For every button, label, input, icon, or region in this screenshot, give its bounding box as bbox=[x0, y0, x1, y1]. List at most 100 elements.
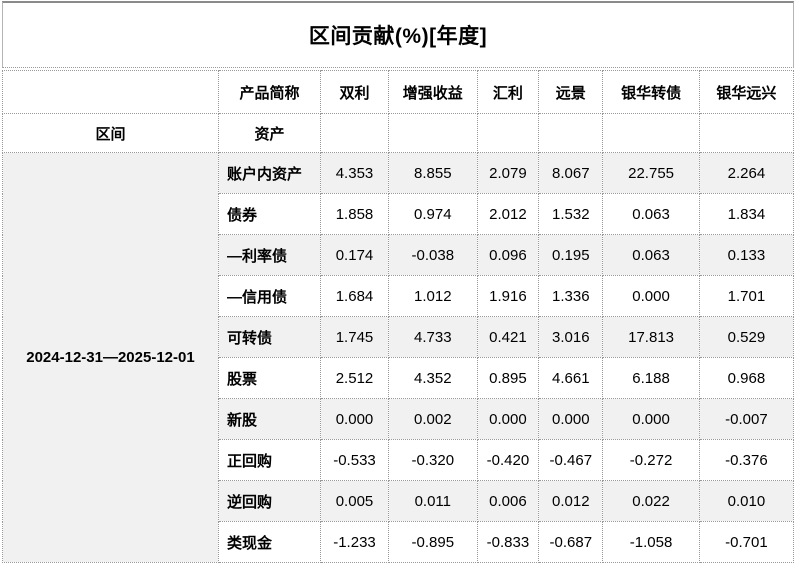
row-label: 逆回购 bbox=[217, 480, 321, 522]
value-cell: 4.352 bbox=[388, 357, 478, 399]
report-sheet: 区间贡献(%)[年度] 产品简称 双利 增强收益 汇利 远景 银华转债 银华远兴 区间 资… bbox=[2, 0, 795, 563]
value-cell: 1.834 bbox=[698, 193, 795, 235]
product-col-header: 银华远兴 bbox=[698, 70, 795, 114]
table-row: 可转债 1.745 4.733 0.421 3.016 17.813 0.529 bbox=[3, 316, 795, 358]
row-label: 正回购 bbox=[217, 439, 321, 481]
table-row: —利率债 0.174 -0.038 0.096 0.195 0.063 0.133 bbox=[3, 234, 795, 276]
value-cell: 0.010 bbox=[698, 480, 795, 522]
product-col-header: 双利 bbox=[319, 70, 390, 114]
value-cell: 0.063 bbox=[602, 234, 700, 276]
contribution-table: 产品简称 双利 增强收益 汇利 远景 银华转债 银华远兴 区间 资产 2024-12-31… bbox=[2, 70, 795, 563]
value-cell: -0.533 bbox=[319, 439, 390, 481]
value-cell: 3.016 bbox=[538, 316, 604, 358]
value-cell: 4.661 bbox=[538, 357, 604, 399]
value-cell: 4.353 bbox=[319, 152, 390, 194]
report-title-box: 区间贡献(%)[年度] bbox=[2, 1, 794, 68]
value-cell: 0.529 bbox=[698, 316, 795, 358]
empty-header-cell bbox=[538, 113, 604, 153]
value-cell: -0.420 bbox=[476, 439, 540, 481]
value-cell: 0.000 bbox=[476, 398, 540, 440]
value-cell: 0.063 bbox=[602, 193, 700, 235]
value-cell: -0.007 bbox=[698, 398, 795, 440]
value-cell: 0.002 bbox=[388, 398, 478, 440]
empty-header-cell bbox=[698, 113, 795, 153]
value-cell: -0.320 bbox=[388, 439, 478, 481]
table-row: 2024-12-31—2025-12-01 账户内资产 4.353 8.855 2.07… bbox=[2, 152, 795, 563]
value-cell: -0.272 bbox=[602, 439, 700, 481]
value-cell: 0.421 bbox=[476, 316, 540, 358]
value-cell: -0.038 bbox=[388, 234, 478, 276]
interval-value-cell: 2024-12-31—2025-12-01 bbox=[2, 152, 219, 563]
table-row: 新股 0.000 0.002 0.000 0.000 0.000 -0.007 bbox=[3, 398, 795, 440]
table-body: 2024-12-31—2025-12-01 账户内资产 4.353 8.855 2.07… bbox=[2, 152, 795, 563]
value-cell: -0.376 bbox=[698, 439, 795, 481]
row-label: 新股 bbox=[217, 398, 321, 440]
row-label: 股票 bbox=[217, 357, 321, 399]
value-cell: 1.012 bbox=[388, 275, 478, 317]
value-cell: 1.532 bbox=[538, 193, 604, 235]
empty-header-cell bbox=[388, 113, 478, 153]
value-cell: 0.174 bbox=[319, 234, 390, 276]
row-label: 账户内资产 bbox=[217, 152, 321, 194]
value-cell: 8.855 bbox=[388, 152, 478, 194]
value-cell: -0.701 bbox=[698, 521, 795, 563]
empty-header-cell bbox=[602, 113, 700, 153]
value-cell: 0.195 bbox=[538, 234, 604, 276]
value-cell: 2.079 bbox=[476, 152, 540, 194]
value-cell: 6.188 bbox=[602, 357, 700, 399]
value-cell: 0.022 bbox=[602, 480, 700, 522]
value-cell: 0.000 bbox=[319, 398, 390, 440]
value-cell: 22.755 bbox=[602, 152, 700, 194]
value-cell: 0.895 bbox=[476, 357, 540, 399]
value-cell: 17.813 bbox=[602, 316, 700, 358]
table-row: 类现金 -1.233 -0.895 -0.833 -0.687 -1.058 -0.701 bbox=[3, 521, 795, 563]
asset-header-row: 区间 资产 bbox=[2, 113, 795, 153]
table-row: 逆回购 0.005 0.011 0.006 0.012 0.022 0.010 bbox=[3, 480, 795, 522]
value-cell: 0.006 bbox=[476, 480, 540, 522]
value-cell: -0.895 bbox=[388, 521, 478, 563]
empty-header-cell bbox=[476, 113, 540, 153]
value-cell: 0.011 bbox=[388, 480, 478, 522]
product-header-row: 产品简称 双利 增强收益 汇利 远景 银华转债 银华远兴 bbox=[2, 70, 795, 114]
value-cell: 0.968 bbox=[698, 357, 795, 399]
value-cell: 0.012 bbox=[538, 480, 604, 522]
product-col-header: 汇利 bbox=[476, 70, 540, 114]
value-cell: 2.512 bbox=[319, 357, 390, 399]
corner-cell bbox=[2, 70, 219, 114]
value-cell: 8.067 bbox=[538, 152, 604, 194]
value-cell: 1.858 bbox=[319, 193, 390, 235]
product-col-header: 远景 bbox=[538, 70, 604, 114]
value-cell: -1.058 bbox=[602, 521, 700, 563]
value-cell: -0.833 bbox=[476, 521, 540, 563]
value-cell: 0.096 bbox=[476, 234, 540, 276]
value-cell: -1.233 bbox=[319, 521, 390, 563]
value-cell: 2.012 bbox=[476, 193, 540, 235]
row-label: 类现金 bbox=[217, 521, 321, 563]
value-cell: 0.133 bbox=[698, 234, 795, 276]
table-head: 产品简称 双利 增强收益 汇利 远景 银华转债 银华远兴 区间 资产 bbox=[2, 70, 795, 153]
table-row: —信用债 1.684 1.012 1.916 1.336 0.000 1.701 bbox=[3, 275, 795, 317]
value-cell: 1.336 bbox=[538, 275, 604, 317]
value-cell: 0.000 bbox=[538, 398, 604, 440]
row-label: 可转债 bbox=[217, 316, 321, 358]
value-cell: 0.974 bbox=[388, 193, 478, 235]
table-row: 债券 1.858 0.974 2.012 1.532 0.063 1.834 bbox=[3, 193, 795, 235]
product-col-header: 增强收益 bbox=[388, 70, 478, 114]
value-cell: 1.916 bbox=[476, 275, 540, 317]
value-cell: -0.467 bbox=[538, 439, 604, 481]
report-title: 区间贡献(%)[年度] bbox=[308, 25, 488, 48]
value-cell: 0.005 bbox=[319, 480, 390, 522]
product-col-header: 银华转债 bbox=[602, 70, 700, 114]
value-cell: 0.000 bbox=[602, 398, 700, 440]
value-cell: -0.687 bbox=[538, 521, 604, 563]
value-cell: 0.000 bbox=[602, 275, 700, 317]
asset-header: 资产 bbox=[217, 113, 321, 153]
value-cell: 1.684 bbox=[319, 275, 390, 317]
product-name-header: 产品简称 bbox=[217, 70, 321, 114]
interval-header: 区间 bbox=[2, 113, 219, 153]
row-label: 债券 bbox=[217, 193, 321, 235]
value-cell: 2.264 bbox=[698, 152, 795, 194]
row-label: —信用债 bbox=[217, 275, 321, 317]
value-cell: 1.745 bbox=[319, 316, 390, 358]
row-label: —利率债 bbox=[217, 234, 321, 276]
